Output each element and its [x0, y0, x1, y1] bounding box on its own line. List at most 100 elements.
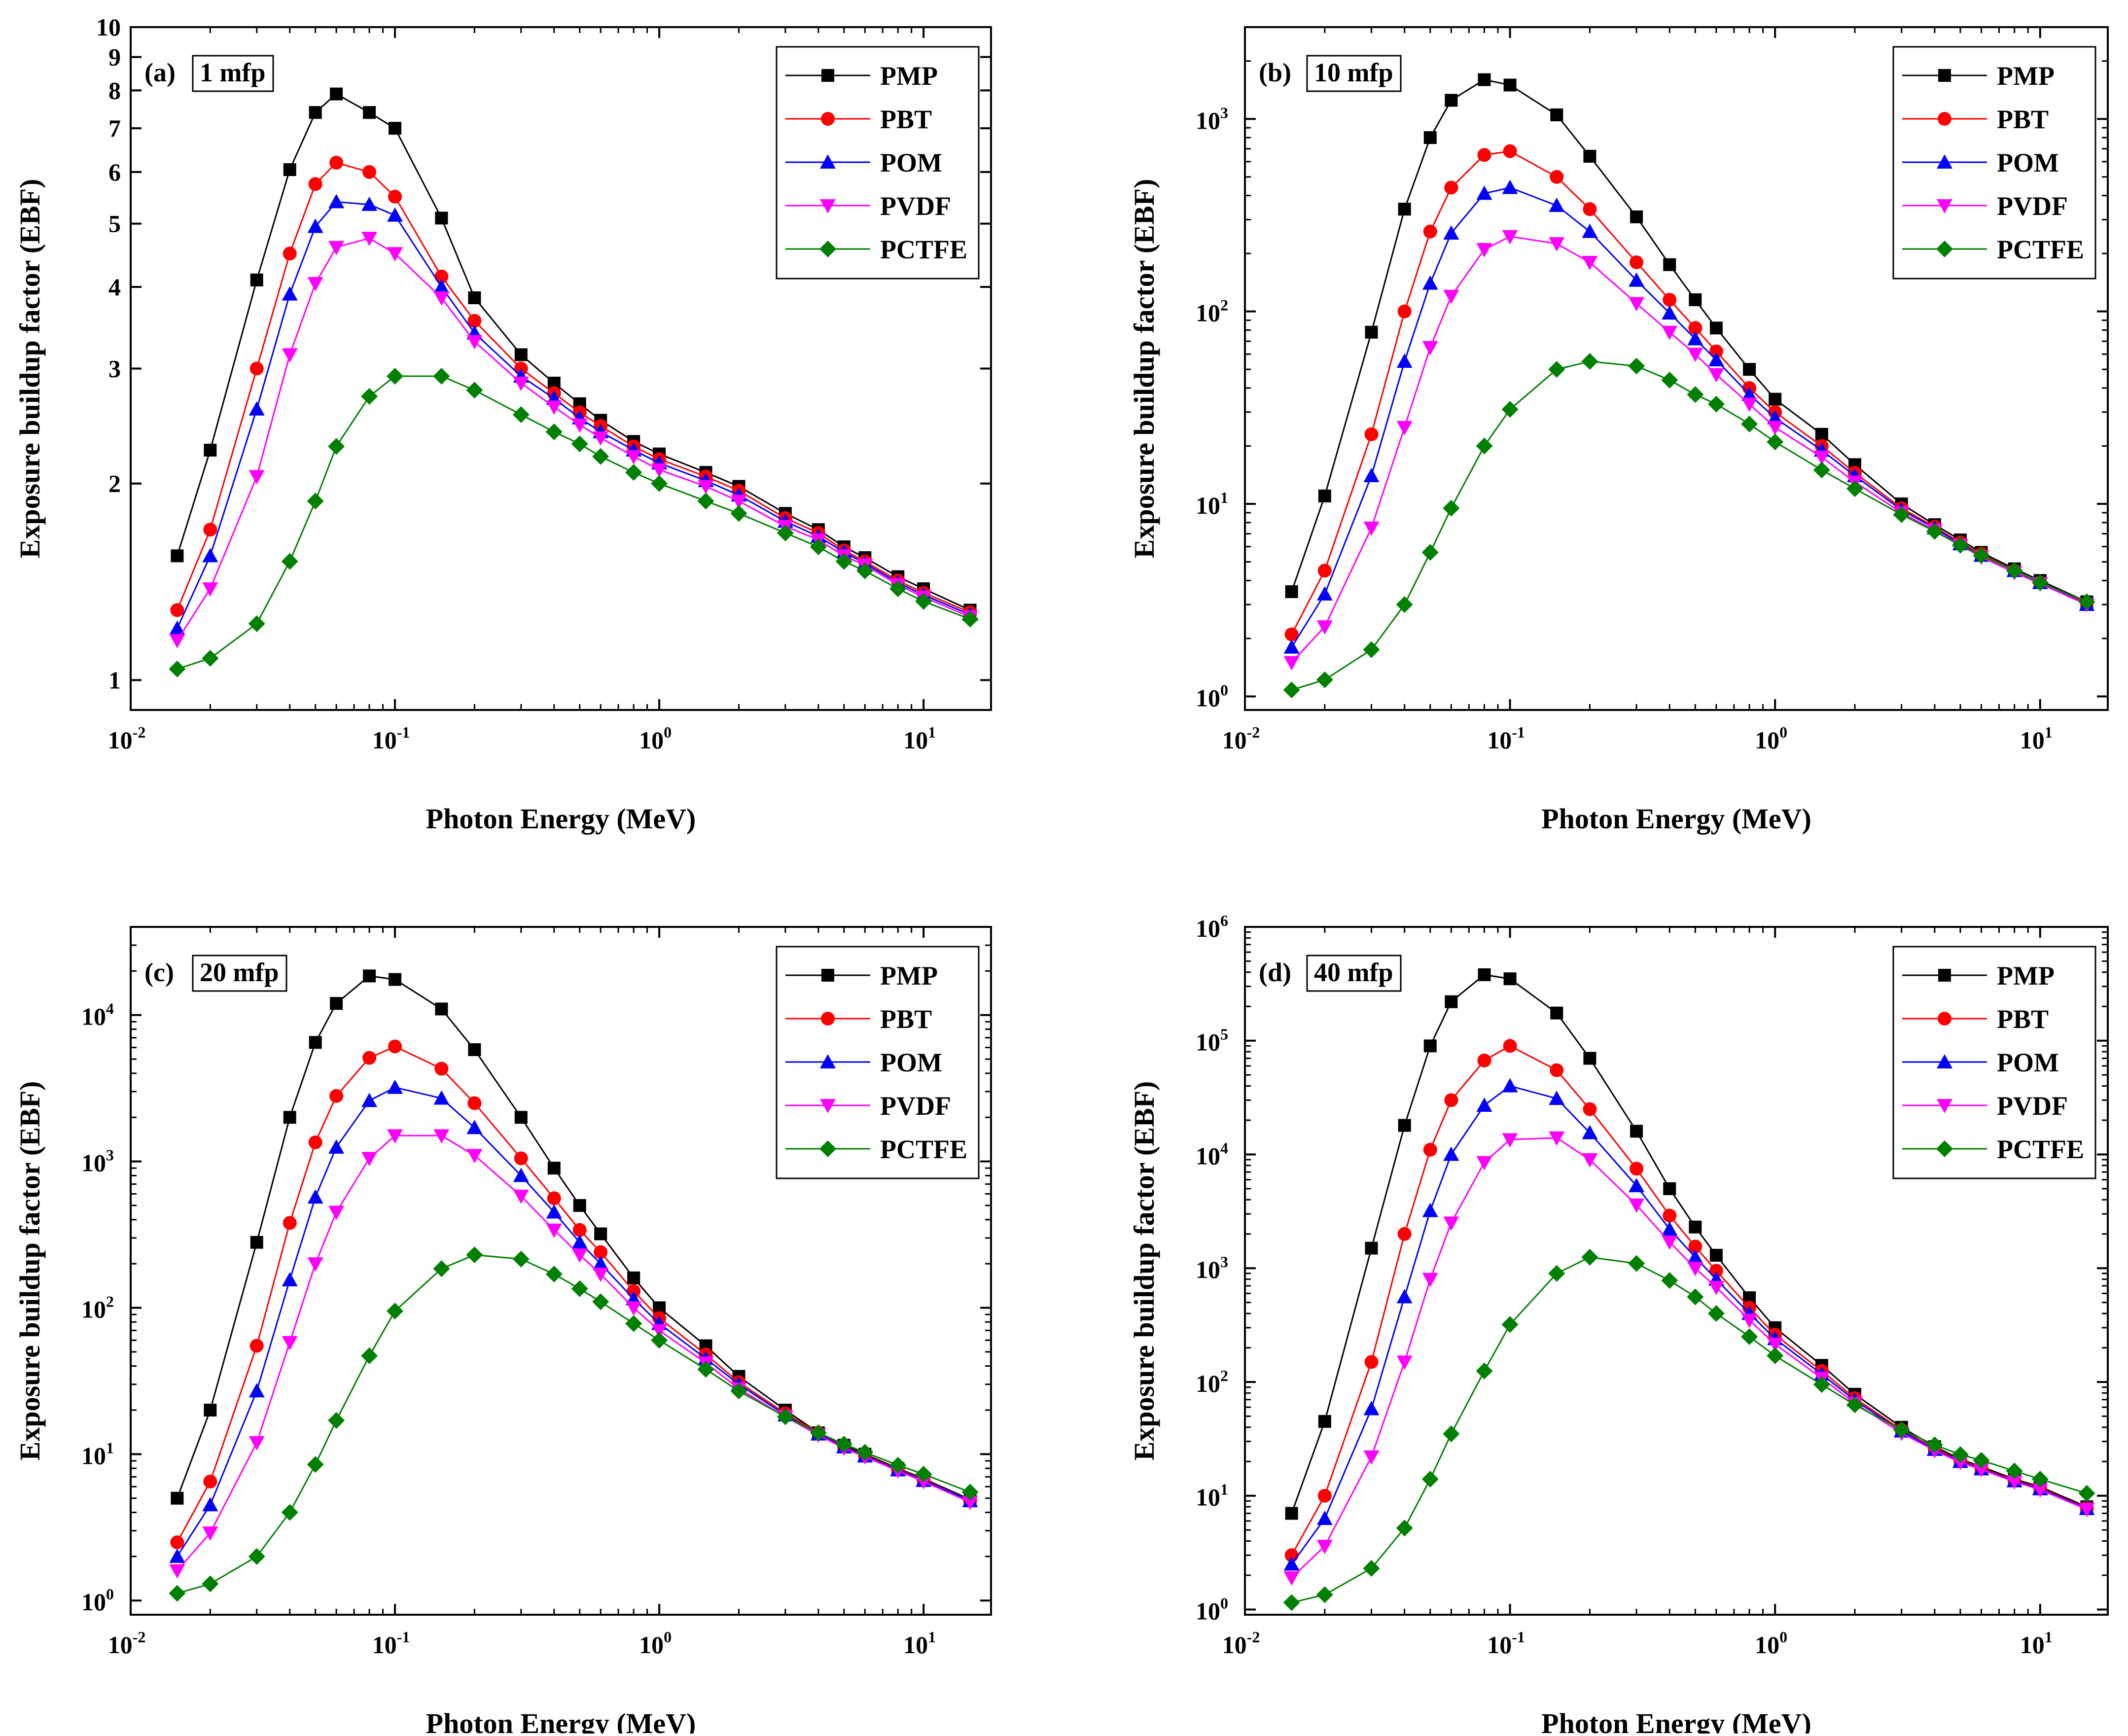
data-point [433, 279, 450, 294]
data-point [1396, 354, 1413, 368]
data-point [169, 1548, 185, 1563]
x-tick-label: 101 [2020, 1628, 2053, 1659]
series-line [177, 1254, 971, 1594]
data-point [2031, 1470, 2049, 1488]
data-point [547, 1162, 561, 1175]
data-point [1582, 1125, 1598, 1139]
legend-label: PCTFE [880, 1134, 967, 1164]
data-point [1741, 1313, 1758, 1328]
y-tick-label: 1 [108, 666, 121, 694]
data-point [1893, 506, 1910, 523]
data-point [1422, 1273, 1438, 1287]
data-point [1628, 1255, 1645, 1272]
x-tick-label: 10-2 [108, 1628, 146, 1659]
data-point [1815, 427, 1828, 441]
x-axis-title: Photon Energy (MeV) [426, 1707, 696, 1734]
data-point [1363, 1401, 1380, 1416]
data-point [248, 470, 265, 485]
data-point [249, 1339, 264, 1353]
series-pctfe [169, 1246, 979, 1602]
data-point [1926, 523, 1943, 540]
data-point [1365, 325, 1378, 339]
data-point [308, 177, 322, 191]
data-point [435, 1002, 448, 1016]
data-point [328, 241, 345, 255]
data-point [1687, 1249, 1703, 1264]
data-point [1813, 451, 1830, 465]
data-point [594, 1245, 608, 1259]
data-point [594, 1227, 607, 1240]
data-point [1709, 1248, 1723, 1262]
y-tick-label: 104 [81, 1000, 114, 1030]
y-tick-label: 101 [1196, 1481, 1228, 1511]
data-point [1316, 1540, 1333, 1555]
data-point [2031, 574, 2049, 591]
data-point [626, 450, 642, 464]
data-point [513, 1189, 529, 1204]
data-point [1476, 185, 1492, 200]
data-point [1363, 641, 1380, 658]
data-point [1423, 131, 1437, 144]
data-point [1422, 1203, 1438, 1217]
data-point [1583, 1052, 1596, 1065]
data-point [513, 377, 529, 391]
data-point [1477, 1053, 1491, 1067]
y-tick-label: 9 [108, 43, 121, 71]
data-point [203, 1474, 217, 1488]
legend-label: PCTFE [1997, 235, 2084, 264]
data-point [1687, 1288, 1704, 1306]
y-tick-label: 6 [108, 158, 121, 186]
data-point [1285, 585, 1298, 599]
data-point [514, 348, 528, 361]
data-point [434, 1062, 449, 1076]
y-tick-label: 102 [1196, 296, 1228, 327]
data-point [248, 1436, 265, 1451]
data-point [308, 1135, 322, 1149]
data-point [1688, 321, 1702, 335]
data-point [1548, 361, 1565, 378]
data-point [307, 1257, 323, 1272]
data-point [1501, 1316, 1519, 1333]
y-tick-label: 104 [1196, 1139, 1228, 1169]
data-point [434, 269, 449, 283]
data-point [1549, 1131, 1565, 1146]
data-point [433, 368, 450, 385]
data-point [1662, 325, 1678, 340]
series-pctfe [1283, 1248, 2095, 1611]
panel-letter: (d) [1259, 957, 1291, 987]
data-point [387, 368, 404, 385]
data-point [1548, 1265, 1565, 1282]
data-point [1687, 1262, 1703, 1276]
x-axis-title: Photon Energy (MeV) [426, 803, 696, 835]
panel-depth-box [1306, 55, 1402, 92]
data-point [170, 603, 184, 617]
data-point [1583, 1102, 1597, 1116]
y-tick-label: 2 [108, 470, 121, 497]
data-point [466, 1246, 483, 1264]
data-point [1663, 1182, 1676, 1195]
legend-label: PMP [880, 61, 938, 91]
data-point [512, 406, 530, 423]
data-point [572, 1223, 587, 1237]
legend-marker [1937, 154, 1952, 169]
data-point [1661, 371, 1678, 389]
data-point [1443, 289, 1459, 304]
data-point [169, 1564, 185, 1579]
data-point [1741, 387, 1758, 401]
data-point [1893, 1421, 1910, 1438]
x-tick-label: 10-1 [372, 723, 410, 754]
data-point [1550, 108, 1563, 121]
data-point [468, 1043, 481, 1056]
data-point [626, 1301, 642, 1316]
data-point [307, 1189, 323, 1204]
data-point [1503, 144, 1517, 158]
data-point [1283, 1556, 1300, 1571]
data-point [282, 1336, 298, 1350]
data-point [1687, 331, 1703, 346]
y-tick-label: 101 [1196, 489, 1228, 519]
data-point [1689, 1220, 1702, 1234]
data-point [1316, 1586, 1333, 1603]
data-point [1445, 94, 1458, 107]
data-point [388, 1039, 402, 1054]
